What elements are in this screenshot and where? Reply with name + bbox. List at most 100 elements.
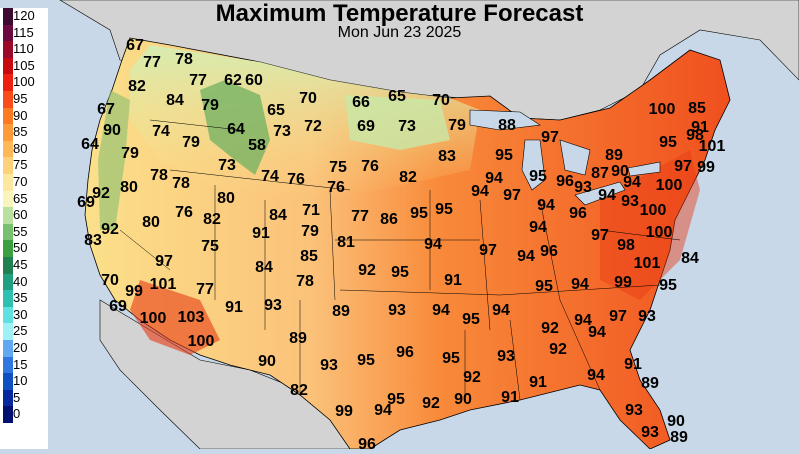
legend-label: 5 xyxy=(13,389,21,405)
temperature-value: 93 xyxy=(625,402,643,419)
legend-swatch xyxy=(3,257,13,274)
temperature-value: 83 xyxy=(438,148,456,165)
temperature-value: 80 xyxy=(142,214,160,231)
temperature-value: 98 xyxy=(686,127,704,144)
color-scale-legend: 120 115 110 105 100 95 90 85 80 75 70 65 60 55 50 45 40 3… xyxy=(0,8,48,449)
legend-label: 60 xyxy=(13,207,28,223)
legend-swatch xyxy=(3,107,13,125)
map-title: Maximum Temperature Forecast xyxy=(215,0,584,27)
temperature-value: 79 xyxy=(182,134,200,151)
temperature-value: 90 xyxy=(454,391,472,408)
temperature-value: 93 xyxy=(641,424,659,441)
temperature-value: 100 xyxy=(656,177,683,194)
temperature-value: 75 xyxy=(329,159,347,176)
legend-label: 95 xyxy=(13,91,28,106)
temperature-value: 103 xyxy=(178,309,205,326)
legend-swatch xyxy=(3,306,13,324)
legend-entry: 110 xyxy=(0,41,48,58)
legend-entry: 115 xyxy=(0,24,48,42)
temperature-value: 99 xyxy=(335,403,353,420)
temperature-value: 95 xyxy=(442,350,460,367)
legend-swatch xyxy=(3,207,13,224)
temperature-value: 79 xyxy=(201,97,219,114)
temperature-value: 58 xyxy=(248,137,266,154)
temperature-value: 87 xyxy=(591,165,609,182)
temperature-value: 74 xyxy=(261,168,279,185)
temperature-value: 76 xyxy=(287,171,305,188)
temperature-value: 94 xyxy=(574,312,592,329)
temperature-value: 92 xyxy=(101,221,119,238)
legend-swatch xyxy=(3,389,13,407)
temperature-value: 94 xyxy=(587,367,605,384)
legend-entry: 55 xyxy=(0,223,48,241)
temperature-value: 65 xyxy=(267,102,285,119)
legend-label: 110 xyxy=(13,41,34,57)
temperature-value: 97 xyxy=(541,129,559,146)
legend-label: 75 xyxy=(13,157,28,173)
legend-label: 100 xyxy=(13,74,35,90)
temperature-value: 99 xyxy=(614,274,632,291)
temperature-value: 81 xyxy=(337,234,355,251)
legend-label: 25 xyxy=(13,323,28,339)
temperature-value: 94 xyxy=(424,236,442,253)
temperature-value: 91 xyxy=(501,389,519,406)
temperature-value: 78 xyxy=(175,51,193,68)
temperature-value: 77 xyxy=(143,54,161,71)
lake-michigan xyxy=(521,139,546,191)
legend-swatch xyxy=(3,240,13,257)
temperature-value: 93 xyxy=(574,179,592,196)
legend-label: 15 xyxy=(13,356,28,372)
temperature-value: 93 xyxy=(497,348,515,365)
legend-entry: 5 xyxy=(0,389,48,407)
lake-erie xyxy=(574,181,626,206)
temperature-value: 98 xyxy=(617,237,635,254)
temperature-value: 94 xyxy=(571,276,589,293)
legend-swatch xyxy=(3,373,13,390)
legend-swatch xyxy=(3,406,13,423)
legend-swatch xyxy=(3,356,13,374)
temperature-value: 94 xyxy=(623,174,641,191)
temperature-value: 89 xyxy=(641,375,659,392)
temperature-value: 97 xyxy=(609,308,627,325)
temperature-value: 77 xyxy=(196,281,214,298)
legend-swatch xyxy=(3,91,13,108)
temperature-value: 94 xyxy=(529,219,547,236)
legend-label: 55 xyxy=(13,223,28,239)
temperature-value: 96 xyxy=(358,436,376,449)
temperature-value: 100 xyxy=(140,310,167,327)
temperature-value: 78 xyxy=(172,175,190,192)
temperature-value: 89 xyxy=(605,147,623,164)
temperature-value: 82 xyxy=(399,169,417,186)
legend-label: 105 xyxy=(13,57,35,73)
temperature-value: 100 xyxy=(640,202,667,219)
temperature-value: 90 xyxy=(667,413,685,430)
legend-entry: 95 xyxy=(0,91,48,108)
temperature-value: 82 xyxy=(203,211,221,228)
legend-label: 80 xyxy=(13,140,28,156)
temperature-value: 60 xyxy=(245,72,263,89)
temperature-value: 91 xyxy=(444,272,462,289)
legend-swatch xyxy=(3,57,13,75)
temperature-value: 67 xyxy=(97,101,115,118)
temperature-value: 91 xyxy=(691,119,709,136)
temperature-value: 70 xyxy=(101,272,119,289)
legend-entry: 80 xyxy=(0,140,48,158)
legend-label: 30 xyxy=(13,306,28,322)
legend-swatch xyxy=(3,41,13,58)
temperature-value: 94 xyxy=(432,302,450,319)
temperature-value: 99 xyxy=(125,283,143,300)
temperature-value: 93 xyxy=(388,302,406,319)
temperature-value: 89 xyxy=(670,429,688,446)
temperature-value: 95 xyxy=(659,134,677,151)
temperature-value: 97 xyxy=(591,227,609,244)
temperature-value: 96 xyxy=(540,243,558,260)
lake-ontario xyxy=(627,161,661,177)
state-borders xyxy=(119,119,681,401)
legend-entry: 15 xyxy=(0,356,48,374)
legend-label: 45 xyxy=(13,257,28,272)
legend-label: 40 xyxy=(13,273,28,289)
temperature-value: 64 xyxy=(81,136,99,153)
temperature-value: 86 xyxy=(380,211,398,228)
temperature-value: 94 xyxy=(485,170,503,187)
lake-superior xyxy=(469,109,541,131)
